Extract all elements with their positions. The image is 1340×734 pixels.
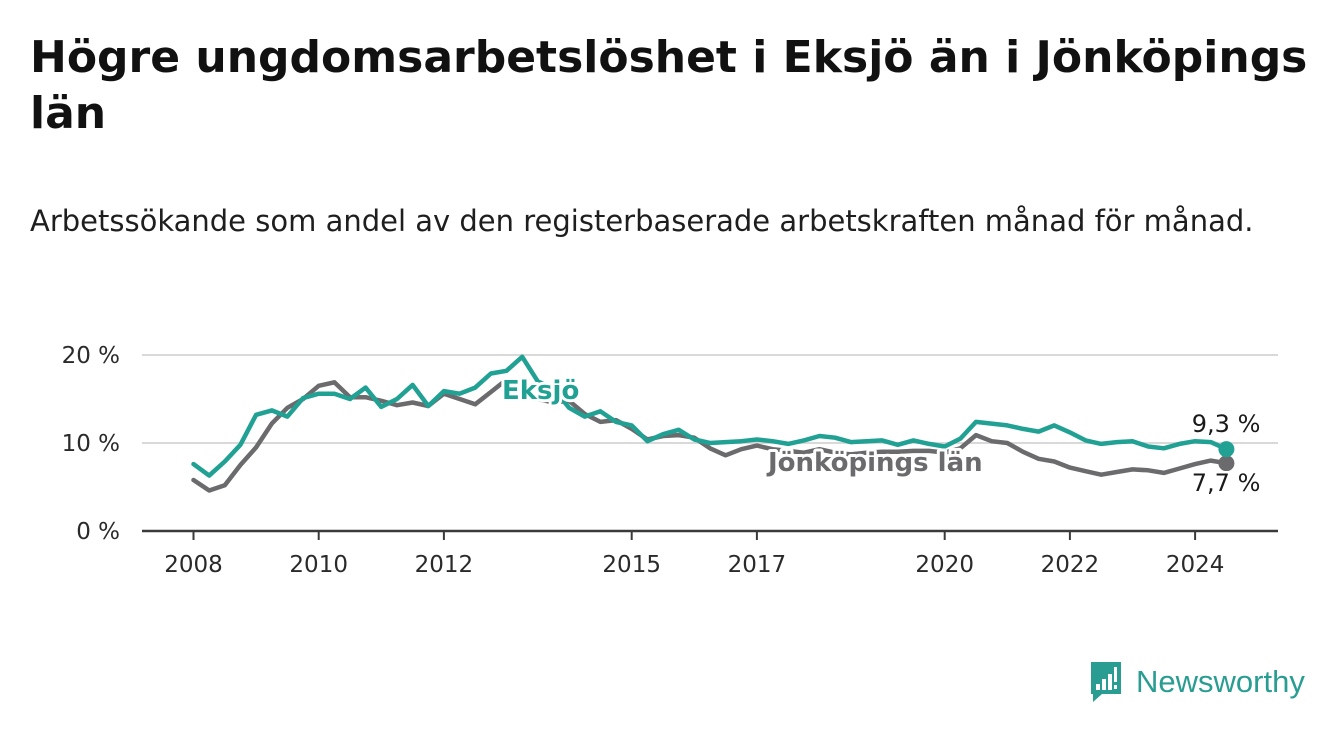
series-label-eksjo: Eksjö — [502, 376, 579, 406]
series-end-point-0 — [1218, 455, 1235, 472]
brand-logo: Newsworthy — [1088, 660, 1305, 704]
bar-chart-icon — [1091, 662, 1121, 702]
chart-subtitle: Arbetssökande som andel av den registerb… — [30, 204, 1254, 238]
x-tick-label-2010: 2010 — [289, 552, 348, 578]
y-tick-label-10: 10 % — [62, 431, 120, 457]
line-chart: 0 % 10 % 20 % 2008 2010 2012 2015 2017 2020 2022… — [62, 343, 1278, 578]
y-tick-label-20: 20 % — [62, 343, 120, 369]
y-tick-label-0: 0 % — [76, 519, 120, 545]
chart-title: Högre ungdomsarbetslöshet i Eksjö än i J… — [30, 32, 1308, 139]
series-end-point-1 — [1218, 441, 1235, 458]
brand-name: Newsworthy — [1136, 664, 1305, 699]
end-value-label-eksjo: 9,3 % — [1192, 410, 1261, 438]
x-tick-label-2024: 2024 — [1166, 552, 1225, 578]
x-tick-label-2015: 2015 — [602, 552, 661, 578]
series-line-1 — [191, 354, 1229, 478]
x-tick-label-2017: 2017 — [728, 552, 787, 578]
x-tick-label-2022: 2022 — [1041, 552, 1100, 578]
series-labels: Eksjö Jönköpings län 9,3 % 7,7 % — [499, 373, 1263, 500]
x-tick-label-2012: 2012 — [415, 552, 474, 578]
series-lines — [191, 354, 1235, 493]
grid-lines — [142, 354, 1278, 444]
x-tick-label-2020: 2020 — [915, 552, 974, 578]
end-value-label-jonkopings-lan: 7,7 % — [1192, 469, 1261, 497]
series-label-jonkopings-lan: Jönköpings län — [766, 448, 983, 478]
x-tick-label-2008: 2008 — [164, 552, 223, 578]
x-axis-ticks: 2008 2010 2012 2015 2017 2020 2022 2024 — [164, 531, 1224, 578]
y-axis-ticks: 0 % 10 % 20 % — [62, 343, 120, 545]
series-line-0 — [191, 377, 1229, 493]
